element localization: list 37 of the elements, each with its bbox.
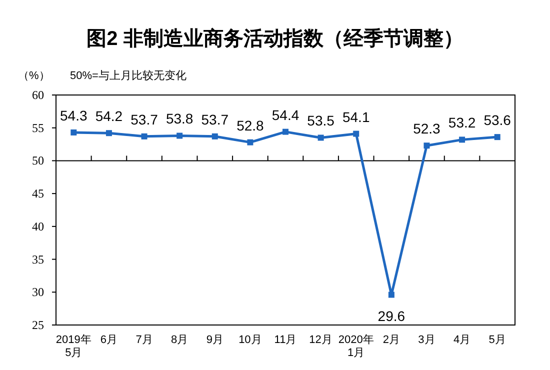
x-tick-label: 3月: [418, 334, 436, 346]
y-tick-label: 30: [32, 285, 44, 300]
data-label: 53.5: [307, 112, 335, 129]
data-label: 54.2: [95, 108, 123, 124]
data-label: 53.6: [484, 112, 512, 128]
x-tick-label: 9月: [206, 334, 224, 346]
x-tick-label: 4月: [453, 334, 471, 346]
y-axis-title: （%）: [18, 70, 50, 82]
x-tick-label: 11月: [274, 334, 297, 346]
x-tick-label: 2019年 5月: [56, 334, 92, 360]
data-label: 54.1: [342, 108, 370, 125]
x-tick-label: 2月: [382, 334, 400, 346]
text: 50%=与上月比较无变化: [70, 69, 186, 82]
y-tick-label: 35: [32, 252, 44, 266]
y-tick-label: 50: [32, 154, 44, 168]
x-tick-label: 10月: [238, 334, 262, 346]
chart-title: 图2 非制造业商务活动指数（经季节调整）: [86, 27, 464, 50]
y-tick-label: 25: [32, 318, 44, 332]
x-tick-label: 12月: [309, 334, 332, 346]
data-label: 53.8: [166, 110, 194, 127]
y-tick-label: 60: [32, 88, 44, 102]
x-tick-label: 6月: [100, 334, 118, 346]
data-label: 29.6: [378, 308, 406, 324]
x-tick-label: 8月: [171, 334, 188, 346]
data-label: 52.8: [236, 117, 264, 134]
x-tick-label: 2020年 1月: [338, 334, 374, 360]
x-tick-label: 7月: [136, 334, 153, 346]
data-label: 54.4: [272, 106, 300, 123]
y-tick-label: 55: [32, 120, 44, 135]
data-label: 53.7: [130, 111, 158, 128]
x-tick-label: 5月: [488, 334, 506, 346]
y-tick-label: 45: [32, 186, 44, 201]
data-label: 53.7: [201, 111, 229, 128]
data-label: 54.3: [60, 107, 88, 124]
y-tick-label: 40: [32, 219, 44, 234]
data-label: 53.2: [448, 114, 476, 131]
data-label: 52.3: [413, 120, 441, 137]
